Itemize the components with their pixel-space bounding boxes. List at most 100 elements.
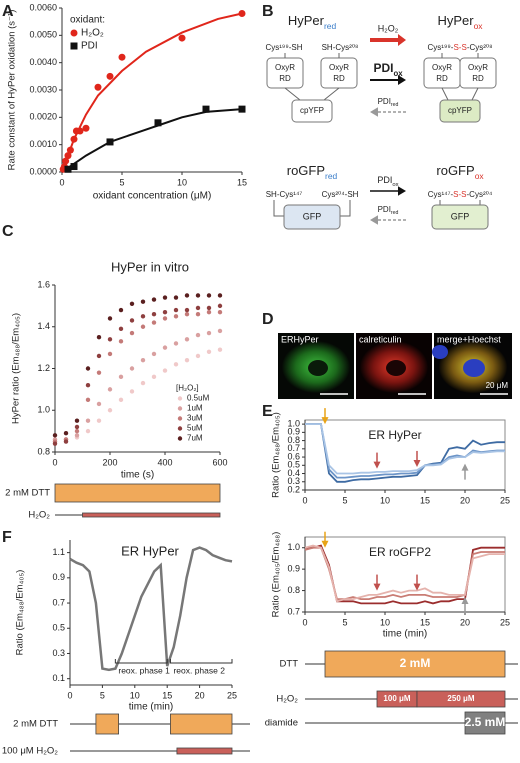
chart-title: ER roGFP2 (369, 545, 431, 559)
bond-part: Cys¹⁹⁹- (428, 43, 454, 52)
core-label: cpYFP (448, 106, 472, 115)
cys-label: Cys¹⁹⁹-SH (265, 43, 302, 52)
domain-label: OxyR (275, 63, 295, 72)
x-axis-label: time (min) (383, 629, 427, 640)
state-name: roGFPox (436, 163, 484, 181)
name: PDI (378, 205, 391, 214)
x-tick-label: 0 (302, 617, 307, 627)
x-tick-label: 0 (67, 690, 72, 700)
point (129, 330, 135, 336)
y-tick-label: 0.1 (52, 673, 65, 683)
point (195, 353, 201, 359)
phase-label: reox. phase 1 (118, 665, 170, 675)
series-line (304, 544, 505, 603)
point (74, 424, 80, 430)
y-tick-label: 1.4 (37, 321, 50, 331)
x-tick-label: 10 (380, 495, 390, 505)
arrow-head (398, 75, 406, 85)
x-tick-label: 15 (420, 617, 430, 627)
nucleus (432, 345, 448, 359)
point (107, 337, 113, 342)
treatment-label: H₂O₂ (28, 510, 50, 521)
y-tick-label: 1.6 (37, 279, 50, 289)
state-name: roGFPred (287, 163, 338, 181)
point (74, 433, 80, 438)
legend-marker (177, 406, 183, 411)
chart-title: ER HyPer (121, 543, 179, 558)
treatment-label: H₂O₂ (276, 694, 298, 705)
cys-label: SH-Cys²⁰⁸ (322, 43, 359, 52)
y-tick-label: 0.3 (287, 476, 300, 486)
treatment-bar (170, 713, 233, 735)
point (140, 380, 146, 386)
nucleus (463, 359, 485, 377)
y-axis-label: Rate constant of HyPer oxidation (s⁻¹) (7, 10, 18, 171)
x-tick-label: 5 (100, 690, 105, 700)
chart-title: HyPer in vitro (111, 259, 189, 274)
point (107, 351, 113, 357)
state: ox (474, 21, 484, 31)
point (206, 305, 212, 311)
event-arrow-head (321, 540, 329, 548)
y-tick-label: 0.0020 (29, 112, 57, 122)
micrograph-panel: ERHyPer calreticulin merge+Hoechst 20 μM (278, 333, 512, 399)
x-tick-label: 15 (237, 177, 247, 187)
point (238, 105, 246, 113)
state-name: PDIox (373, 61, 403, 77)
point (154, 119, 162, 127)
y-tick-label: 0.0030 (29, 84, 57, 94)
connector (441, 87, 449, 101)
legend-marker (177, 416, 183, 421)
point (217, 309, 223, 315)
x-tick-label: 15 (162, 690, 172, 700)
y-tick-label: 0.7 (52, 597, 65, 607)
point (96, 401, 102, 407)
treatment-dose: 2 mM (400, 656, 431, 670)
connector (471, 87, 479, 101)
point (173, 295, 179, 300)
point (184, 293, 190, 298)
point (106, 138, 114, 146)
legend-label: 1uM (187, 404, 203, 413)
point (195, 312, 201, 317)
phase-label: reox. phase 2 (173, 665, 225, 675)
treatment-bar (464, 711, 506, 735)
series-line (69, 546, 233, 672)
point (238, 9, 246, 17)
fit-curve (61, 108, 243, 173)
point (129, 318, 135, 323)
domain-box (291, 99, 333, 123)
arrow-head (370, 107, 378, 117)
panel-letter: F (2, 529, 12, 546)
x-tick-label: 25 (500, 495, 510, 505)
y-tick-label: 0.0060 (29, 2, 57, 12)
panel-letter: D (262, 311, 274, 328)
state-name: PDIred (378, 205, 399, 216)
core-label: GFP (303, 211, 322, 221)
domain-label: RD (333, 74, 345, 83)
micrograph-label: ERHyPer (281, 334, 319, 344)
legend-marker (177, 396, 183, 401)
y-tick-label: 0.4 (287, 468, 300, 478)
point (76, 127, 84, 135)
point (151, 297, 157, 302)
point (173, 341, 179, 346)
x-tick-label: 0 (302, 495, 307, 505)
name: PDI (377, 175, 392, 185)
event-arrow-head (461, 463, 469, 471)
point (62, 157, 70, 165)
y-tick-label: 1.0 (287, 542, 300, 552)
arrow-head (398, 186, 406, 196)
treatment-bar (95, 713, 119, 735)
y-tick-label: 0.8 (287, 585, 300, 595)
point (107, 387, 113, 392)
x-axis-label: oxidant concentration (μM) (93, 191, 212, 202)
point (140, 299, 146, 304)
y-axis-label: HyPer ratio (Em₄₈₈/Em₄₀₅) (11, 313, 22, 424)
state: ox (475, 171, 485, 181)
point (129, 301, 135, 306)
point (173, 307, 179, 313)
point (162, 368, 168, 373)
point (162, 345, 168, 350)
